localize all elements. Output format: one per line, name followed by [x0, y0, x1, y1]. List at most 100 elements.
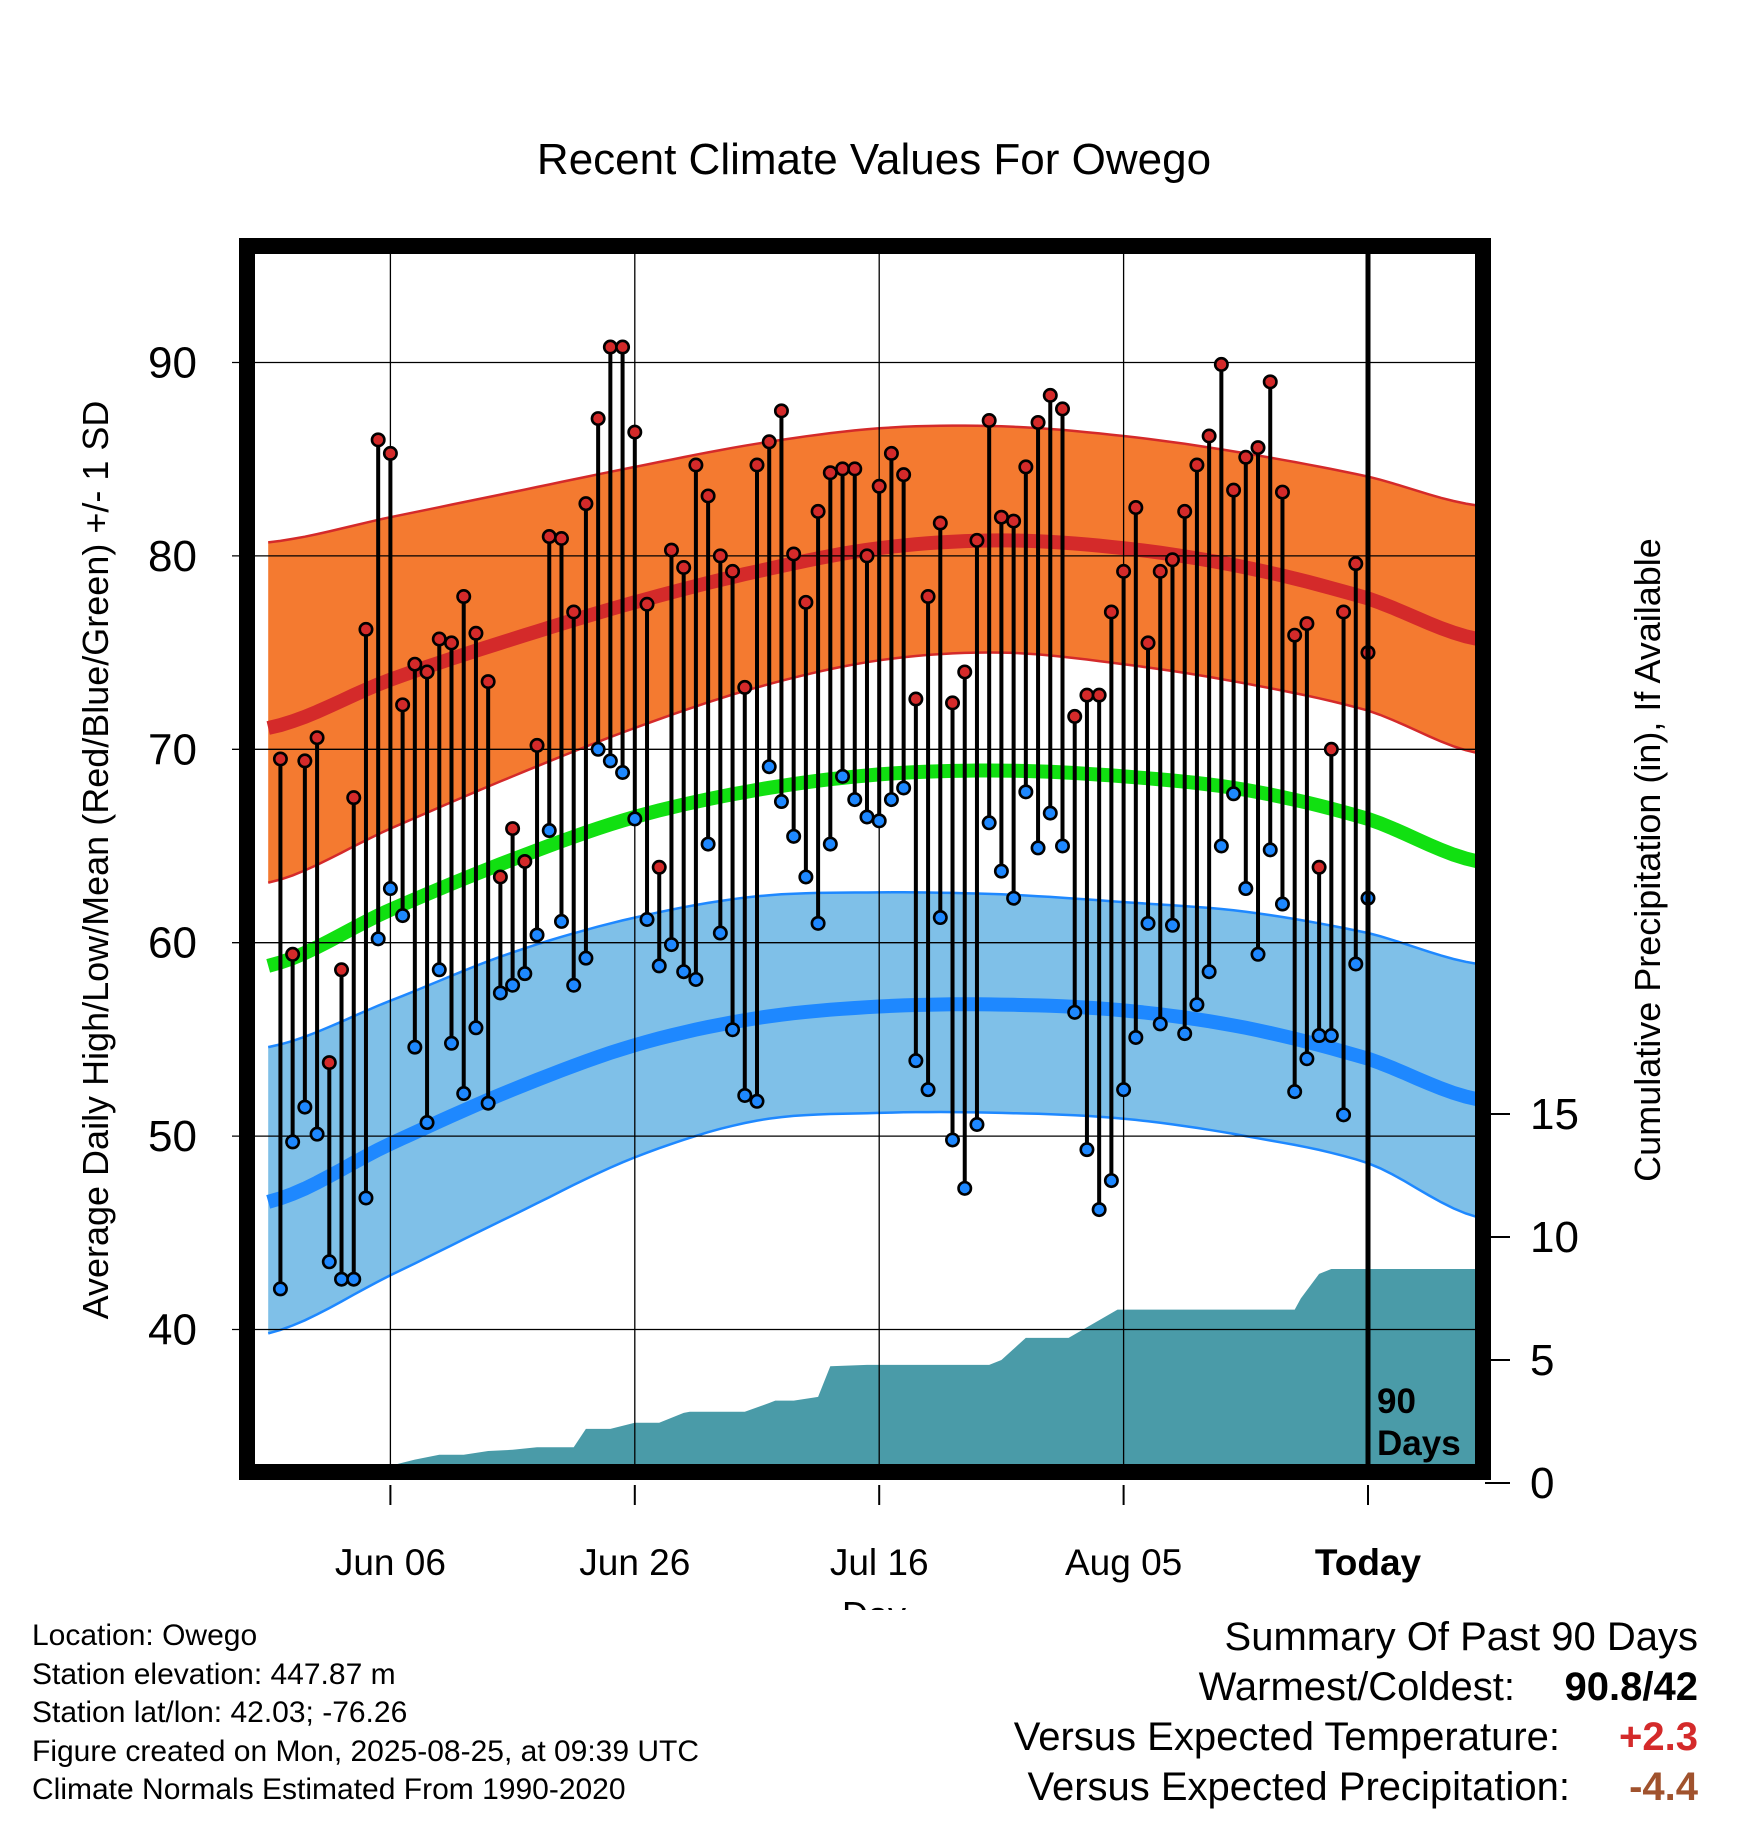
plot-frame — [239, 238, 1491, 1480]
x-tick-label: Aug 05 — [1065, 1542, 1182, 1583]
daily-low-point — [810, 915, 826, 931]
elevation-text: Station elevation: 447.87 m — [32, 1657, 396, 1691]
daily-low-point — [749, 1093, 765, 1109]
daily-high-point — [1152, 563, 1168, 579]
daily-low-point — [468, 1020, 484, 1036]
daily-high-point — [969, 532, 985, 548]
low-upper-line — [267, 891, 1479, 1049]
daily-low-point — [615, 765, 631, 781]
daily-low-point — [1067, 1004, 1083, 1020]
y-tick-label: 50 — [148, 1112, 197, 1161]
daily-high-point — [553, 530, 569, 546]
daily-low-point — [651, 958, 667, 974]
daily-low-point — [1030, 840, 1046, 856]
daily-low-point — [1336, 1107, 1352, 1123]
daily-low-point — [553, 913, 569, 929]
daily-low-point — [945, 1132, 961, 1148]
warmest-coldest-value: 90.8/42 — [1564, 1665, 1698, 1709]
daily-low-point — [541, 823, 557, 839]
daily-low-point — [847, 792, 863, 808]
precip-anomaly-value: -4.4 — [1629, 1765, 1698, 1809]
daily-low-point — [309, 1126, 325, 1142]
daily-low-point — [505, 977, 521, 993]
normal-bands — [266, 424, 1480, 1335]
precipitation-area — [268, 1269, 1479, 1475]
daily-low-point — [663, 937, 679, 953]
daily-high-point — [676, 560, 692, 576]
daily-high-point — [480, 674, 496, 690]
daily-low-point — [1055, 838, 1071, 854]
daily-high-point — [773, 403, 789, 419]
daily-low-point — [932, 910, 948, 926]
period-label-unit: Days — [1377, 1424, 1461, 1463]
daily-low-point — [272, 1281, 288, 1297]
daily-low-point — [1006, 890, 1022, 906]
x-tick-label: Jun 26 — [579, 1542, 690, 1583]
temp-anomaly-label: Versus Expected Temperature: — [1013, 1715, 1560, 1759]
daily-low-point — [676, 964, 692, 980]
daily-low-point — [639, 911, 655, 927]
summary-title: Summary Of Past 90 Days — [1224, 1615, 1698, 1659]
daily-low-point — [786, 828, 802, 844]
daily-low-point — [737, 1087, 753, 1103]
daily-high-point — [395, 697, 411, 713]
daily-low-point — [920, 1082, 936, 1098]
y-tick-label: 60 — [148, 919, 197, 968]
daily-low-point — [1348, 956, 1364, 972]
normal-high-line — [266, 533, 1480, 735]
daily-low-point — [602, 753, 618, 769]
daily-high-point — [798, 594, 814, 610]
daily-high-point — [1299, 616, 1315, 632]
daily-high-point — [627, 424, 643, 440]
daily-high-point — [1250, 440, 1266, 456]
x-tick-label: Jul 16 — [830, 1542, 929, 1583]
daily-low-point — [1262, 842, 1278, 858]
daily-low-point — [761, 759, 777, 775]
daily-low-point — [566, 977, 582, 993]
daily-low-point — [835, 768, 851, 784]
x-tick-label: Jun 06 — [335, 1542, 446, 1583]
daily-low-point — [492, 985, 508, 1001]
daily-high-point — [871, 478, 887, 494]
daily-high-point — [1140, 635, 1156, 651]
daily-low-point — [456, 1086, 472, 1102]
daily-low-point — [822, 836, 838, 852]
daily-low-point — [627, 811, 643, 827]
daily-high-point — [1067, 708, 1083, 724]
daily-low-point — [1079, 1142, 1095, 1158]
daily-low-point — [443, 1035, 459, 1051]
y-tick-label: 80 — [148, 532, 197, 581]
daily-high-point — [529, 737, 545, 753]
daily-low-point — [688, 971, 704, 987]
daily-high-point — [737, 679, 753, 695]
daily-low-point — [1311, 1028, 1327, 1044]
cumulative-precip-area — [268, 1269, 1479, 1475]
daily-high-point — [382, 445, 398, 461]
daily-low-point — [1140, 915, 1156, 931]
daily-high-point — [358, 621, 374, 637]
daily-low-point — [957, 1180, 973, 1196]
daily-low-point — [1152, 1016, 1168, 1032]
daily-low-point — [321, 1254, 337, 1270]
daily-high-point — [309, 730, 325, 746]
latlon-text: Station lat/lon: 42.03; -76.26 — [32, 1696, 408, 1729]
daily-high-point — [712, 548, 728, 564]
daily-high-point — [1274, 484, 1290, 500]
daily-high-point — [1311, 859, 1327, 875]
summary-precip-row: Versus Expected Precipitation: -4.4 — [1014, 1762, 1698, 1812]
summary-panel: Summary Of Past 90 Days Warmest/Coldest:… — [1014, 1612, 1698, 1812]
daily-low-point — [578, 950, 594, 966]
daily-high-point — [761, 434, 777, 450]
daily-high-point — [1262, 374, 1278, 390]
daily-low-point — [969, 1116, 985, 1132]
daily-high-point — [945, 695, 961, 711]
y2-axis-label: Cumulative Precipitation (in), If Availa… — [1627, 538, 1668, 1182]
station-info: Location: Owego Station elevation: 447.8… — [32, 1617, 699, 1810]
daily-low-point — [1226, 786, 1242, 802]
daily-high-point — [566, 604, 582, 620]
daily-low-point — [285, 1134, 301, 1150]
daily-high-point — [492, 869, 508, 885]
daily-high-point — [700, 488, 716, 504]
daily-high-point — [1091, 687, 1107, 703]
